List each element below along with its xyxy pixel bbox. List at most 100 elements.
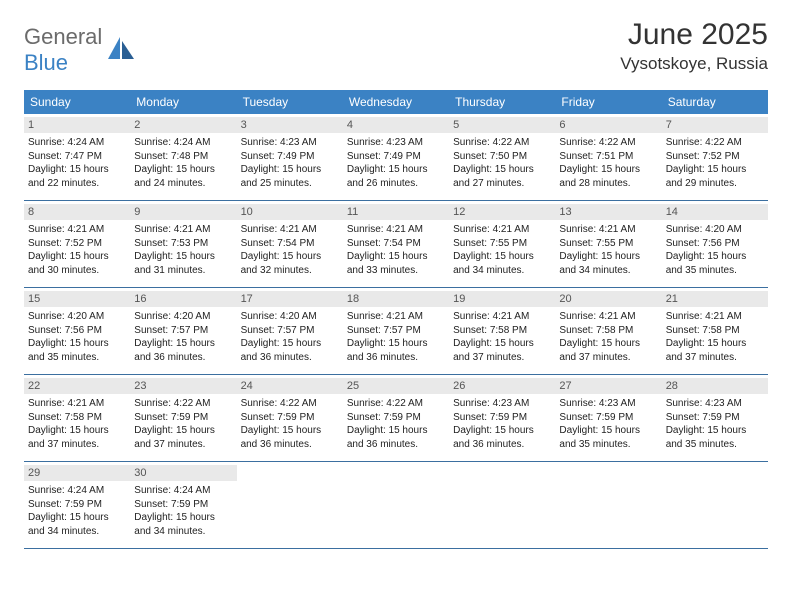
calendar-day-cell: 6Sunrise: 4:22 AMSunset: 7:51 PMDaylight… — [555, 114, 661, 201]
calendar-day-cell: 26Sunrise: 4:23 AMSunset: 7:59 PMDayligh… — [449, 375, 555, 462]
calendar-day-cell: 20Sunrise: 4:21 AMSunset: 7:58 PMDayligh… — [555, 288, 661, 375]
calendar-day-cell: 1Sunrise: 4:24 AMSunset: 7:47 PMDaylight… — [24, 114, 130, 201]
sunset-text: Sunset: 7:57 PM — [347, 324, 445, 338]
daylight-text: and 36 minutes. — [453, 438, 551, 452]
daylight-text: Daylight: 15 hours — [28, 163, 126, 177]
daylight-text: Daylight: 15 hours — [241, 337, 339, 351]
daylight-text: Daylight: 15 hours — [347, 337, 445, 351]
calendar-day-cell: 19Sunrise: 4:21 AMSunset: 7:58 PMDayligh… — [449, 288, 555, 375]
daylight-text: and 31 minutes. — [134, 264, 232, 278]
day-number: 12 — [449, 204, 555, 220]
weekday-saturday: Saturday — [662, 90, 768, 114]
day-number: 16 — [130, 291, 236, 307]
calendar-week-row: 8Sunrise: 4:21 AMSunset: 7:52 PMDaylight… — [24, 201, 768, 288]
sunrise-text: Sunrise: 4:21 AM — [347, 310, 445, 324]
calendar-day-cell: 17 Sunrise: 4:20 AMSunset: 7:57 PMDayligh… — [237, 288, 343, 375]
sunrise-text: Sunrise: 4:24 AM — [28, 484, 126, 498]
daylight-text: Daylight: 15 hours — [666, 250, 764, 264]
day-number: 24 — [237, 378, 343, 394]
daylight-text: Daylight: 15 hours — [134, 250, 232, 264]
day-number: 13 — [555, 204, 661, 220]
calendar-day-cell: 9Sunrise: 4:21 AMSunset: 7:53 PMDaylight… — [130, 201, 236, 288]
sunset-text: Sunset: 7:56 PM — [28, 324, 126, 338]
calendar-day-cell: 30Sunrise: 4:24 AMSunset: 7:59 PMDayligh… — [130, 462, 236, 549]
daylight-text: Daylight: 15 hours — [559, 250, 657, 264]
weekday-monday: Monday — [130, 90, 236, 114]
daylight-text: and 34 minutes. — [28, 525, 126, 539]
sunset-text: Sunset: 7:52 PM — [28, 237, 126, 251]
sunset-text: Sunset: 7:58 PM — [453, 324, 551, 338]
sunset-text: Sunset: 7:59 PM — [241, 411, 339, 425]
day-number: 28 — [662, 378, 768, 394]
sunset-text: Sunset: 7:57 PM — [241, 324, 339, 338]
day-number: 29 — [24, 465, 130, 481]
day-number: 23 — [130, 378, 236, 394]
sunrise-text: Sunrise: 4:22 AM — [666, 136, 764, 150]
calendar-day-cell: 12Sunrise: 4:21 AMSunset: 7:55 PMDayligh… — [449, 201, 555, 288]
calendar-day-cell — [449, 462, 555, 549]
calendar-day-cell: 21Sunrise: 4:21 AMSunset: 7:58 PMDayligh… — [662, 288, 768, 375]
daylight-text: and 37 minutes. — [28, 438, 126, 452]
daylight-text: Daylight: 15 hours — [28, 511, 126, 525]
sunrise-text: Sunrise: 4:22 AM — [347, 397, 445, 411]
daylight-text: and 36 minutes. — [347, 438, 445, 452]
sunrise-text: Sunrise: 4:21 AM — [666, 310, 764, 324]
sunrise-text: Sunrise: 4:20 AM — [241, 310, 339, 324]
day-number: 1 — [24, 117, 130, 133]
sunset-text: Sunset: 7:56 PM — [666, 237, 764, 251]
daylight-text: and 34 minutes. — [134, 525, 232, 539]
sunrise-text: Sunrise: 4:20 AM — [134, 310, 232, 324]
daylight-text: Daylight: 15 hours — [453, 424, 551, 438]
day-number: 7 — [662, 117, 768, 133]
daylight-text: Daylight: 15 hours — [666, 163, 764, 177]
daylight-text: Daylight: 15 hours — [453, 163, 551, 177]
daylight-text: and 36 minutes. — [347, 351, 445, 365]
calendar-day-cell: 8Sunrise: 4:21 AMSunset: 7:52 PMDaylight… — [24, 201, 130, 288]
sunset-text: Sunset: 7:48 PM — [134, 150, 232, 164]
calendar-week-row: 29Sunrise: 4:24 AMSunset: 7:59 PMDayligh… — [24, 462, 768, 549]
calendar-week-row: 22Sunrise: 4:21 AMSunset: 7:58 PMDayligh… — [24, 375, 768, 462]
sunrise-text: Sunrise: 4:23 AM — [453, 397, 551, 411]
sunset-text: Sunset: 7:55 PM — [453, 237, 551, 251]
daylight-text: Daylight: 15 hours — [28, 250, 126, 264]
day-number: 27 — [555, 378, 661, 394]
daylight-text: Daylight: 15 hours — [134, 424, 232, 438]
daylight-text: Daylight: 15 hours — [666, 337, 764, 351]
sunset-text: Sunset: 7:53 PM — [134, 237, 232, 251]
sunset-text: Sunset: 7:59 PM — [666, 411, 764, 425]
calendar-day-cell — [555, 462, 661, 549]
sunset-text: Sunset: 7:58 PM — [559, 324, 657, 338]
daylight-text: Daylight: 15 hours — [134, 337, 232, 351]
daylight-text: and 30 minutes. — [28, 264, 126, 278]
day-number: 14 — [662, 204, 768, 220]
sunrise-text: Sunrise: 4:21 AM — [559, 223, 657, 237]
calendar-day-cell: 16Sunrise: 4:20 AMSunset: 7:57 PMDayligh… — [130, 288, 236, 375]
day-number: 11 — [343, 204, 449, 220]
day-number: 5 — [449, 117, 555, 133]
sunrise-text: Sunrise: 4:22 AM — [134, 397, 232, 411]
day-number: 21 — [662, 291, 768, 307]
calendar-week-row: 15 Sunrise: 4:20 AM Sunset: 7:56 PM Dayligh… — [24, 288, 768, 375]
sunset-text: Sunset: 7:49 PM — [347, 150, 445, 164]
daylight-text: and 37 minutes. — [453, 351, 551, 365]
calendar-day-cell: 15Sunrise: 4:20 AMSunset: 7:56 PMDayligh… — [24, 288, 130, 375]
sunset-text: Sunset: 7:54 PM — [347, 237, 445, 251]
sunrise-text: Sunrise: 4:23 AM — [241, 136, 339, 150]
daylight-text: and 34 minutes. — [453, 264, 551, 278]
sunrise-text: Sunrise: 4:24 AM — [134, 484, 232, 498]
calendar-day-cell: 3Sunrise: 4:23 AMSunset: 7:49 PMDaylight… — [237, 114, 343, 201]
daylight-text: and 28 minutes. — [559, 177, 657, 191]
daylight-text: and 35 minutes. — [666, 264, 764, 278]
daylight-text: Daylight: 15 hours — [347, 250, 445, 264]
daylight-text: and 32 minutes. — [241, 264, 339, 278]
sunset-text: Sunset: 7:58 PM — [28, 411, 126, 425]
logo-sail-icon — [106, 35, 136, 66]
calendar-day-cell: 28Sunrise: 4:23 AMSunset: 7:59 PMDayligh… — [662, 375, 768, 462]
day-number: 30 — [130, 465, 236, 481]
calendar-day-cell: 18Sunrise: 4:21 AMSunset: 7:57 PMDayligh… — [343, 288, 449, 375]
daylight-text: Daylight: 15 hours — [241, 250, 339, 264]
daylight-text: and 37 minutes. — [666, 351, 764, 365]
daylight-text: and 27 minutes. — [453, 177, 551, 191]
day-number: 17 — [237, 291, 343, 307]
day-number: 15 — [24, 291, 130, 307]
